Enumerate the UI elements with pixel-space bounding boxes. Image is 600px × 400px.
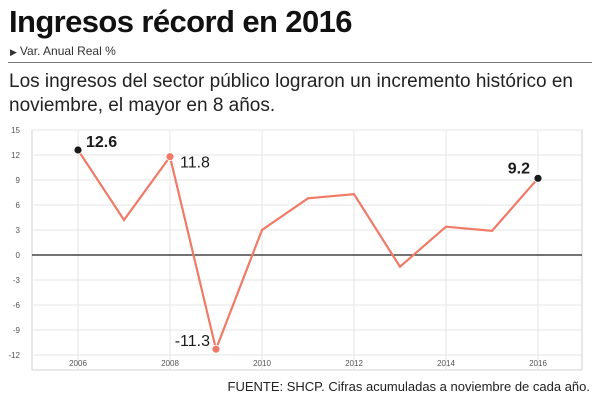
y-tick-label: 6 [16, 201, 21, 210]
grid [31, 129, 583, 371]
annotation-marker [73, 145, 83, 155]
x-tick-label: 2016 [529, 359, 547, 368]
data-point [398, 265, 402, 268]
chart-description: Los ingresos del sector público lograron… [9, 71, 573, 116]
source-note: FUENTE: SHCP. Cifras acumuladas a noviem… [227, 379, 590, 394]
label-layer: 12.6 11.8 -11.3 9.2 [86, 134, 530, 350]
series-line-layer [76, 148, 540, 353]
x-tick-label: 2008 [161, 359, 179, 368]
data-point [306, 197, 310, 200]
data-point [260, 228, 264, 232]
annotation-marker [165, 152, 175, 162]
x-tick-label: 2006 [69, 359, 87, 368]
axes: 15 12 9 6 3 0 -3 -6 -9 -12 2006 2008 2010 2012 2014 201… [8, 126, 582, 368]
data-label: 11.8 [180, 155, 210, 172]
y-tick-label: -3 [13, 276, 21, 285]
y-tick-label: -9 [13, 326, 21, 335]
y-tick-label: 0 [16, 251, 21, 260]
x-tick-label: 2012 [345, 359, 363, 368]
data-label: 12.6 [86, 134, 117, 151]
chart-title: Ingresos récord en 2016 [9, 4, 352, 39]
triangle-bullet-icon: ▶ [10, 47, 17, 57]
data-point [490, 229, 494, 232]
x-tick-label: 2014 [437, 359, 455, 368]
subtitle: ▶ Var. Anual Real % [10, 44, 116, 58]
x-tick-label: 2010 [253, 359, 271, 368]
y-tick-label: 3 [16, 226, 21, 235]
annotation-marker [533, 173, 543, 183]
y-tick-label: 9 [16, 176, 21, 185]
y-tick-label: -6 [13, 301, 21, 310]
data-label: -11.3 [175, 333, 210, 350]
data-point [444, 225, 448, 228]
subtitle-text: Var. Anual Real % [19, 44, 116, 58]
y-tick-label: -12 [8, 351, 20, 360]
data-point [352, 193, 356, 196]
data-label: 9.2 [508, 160, 530, 177]
annotation-marker [211, 344, 221, 354]
data-point [122, 218, 126, 222]
y-tick-label: 15 [11, 126, 20, 135]
plot-frame [31, 129, 583, 371]
marker-layer [73, 145, 543, 354]
y-tick-label: 12 [11, 151, 20, 160]
header-divider [8, 62, 592, 63]
